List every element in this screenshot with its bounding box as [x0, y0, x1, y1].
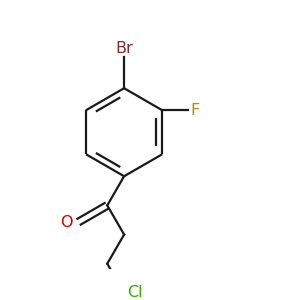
Text: Cl: Cl — [127, 285, 142, 300]
Text: O: O — [61, 215, 73, 230]
Text: F: F — [191, 103, 200, 118]
Text: Br: Br — [115, 41, 133, 56]
